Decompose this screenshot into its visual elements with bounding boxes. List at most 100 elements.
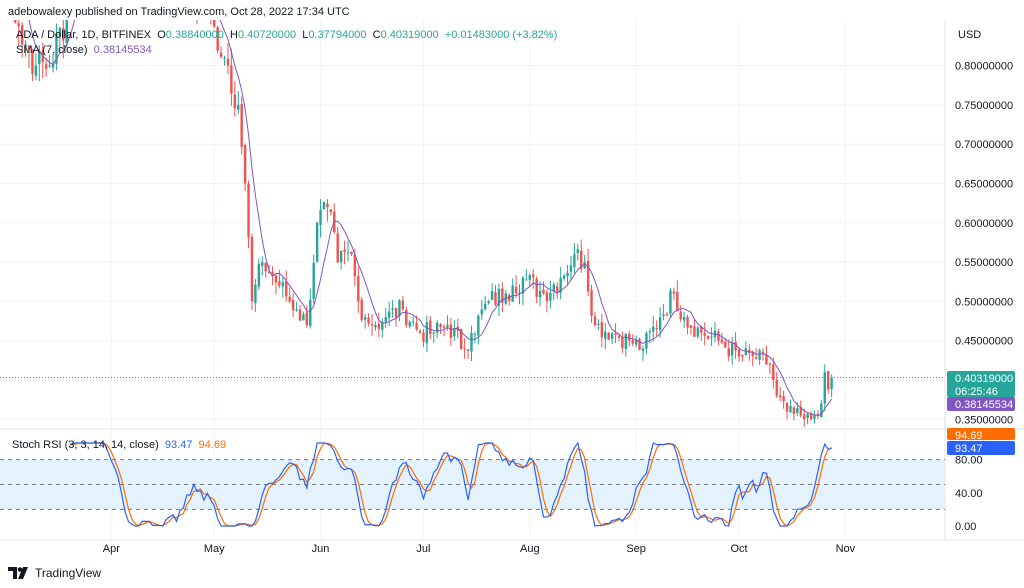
price-tick-label: 0.45000000 bbox=[955, 336, 1013, 348]
candle-body bbox=[700, 326, 703, 333]
candle-body bbox=[278, 281, 281, 286]
time-tick-label: Sep bbox=[626, 543, 646, 555]
candle-body bbox=[751, 352, 754, 357]
candle-body bbox=[665, 314, 669, 316]
candle-body bbox=[772, 364, 775, 381]
price-tick-label: 0.50000000 bbox=[955, 296, 1013, 308]
sma-value: 0.38145534 bbox=[93, 44, 152, 56]
candle-body bbox=[521, 277, 525, 294]
candle-body bbox=[634, 339, 638, 345]
candle-body bbox=[58, 27, 62, 37]
candle-body bbox=[658, 317, 662, 331]
time-tick-label: Nov bbox=[836, 543, 856, 555]
candle-body bbox=[415, 322, 418, 330]
price-tick-label: 0.35000000 bbox=[955, 414, 1013, 426]
candle-body bbox=[802, 414, 806, 420]
brand-name: TradingView bbox=[35, 566, 102, 580]
candle-body bbox=[672, 291, 676, 294]
tradingview-logo-icon bbox=[8, 567, 28, 579]
candle-body bbox=[230, 65, 233, 94]
candle-body bbox=[727, 348, 730, 357]
candle-body bbox=[624, 333, 628, 349]
currency-label: USD bbox=[958, 29, 981, 41]
candle-body bbox=[65, 20, 68, 44]
candle-body bbox=[799, 406, 802, 416]
candle-body bbox=[312, 262, 315, 299]
candle-body bbox=[607, 332, 610, 340]
candle-body bbox=[720, 339, 724, 343]
candle-body bbox=[641, 348, 645, 351]
candle-body bbox=[387, 311, 391, 318]
candle-body bbox=[748, 349, 751, 353]
candle-body bbox=[405, 309, 408, 326]
candle-body bbox=[281, 282, 285, 287]
candle-body bbox=[72, 0, 74, 1]
candle-body bbox=[621, 337, 624, 349]
candle-body bbox=[363, 317, 367, 320]
candle-body bbox=[552, 284, 555, 291]
high-label: H bbox=[230, 29, 238, 41]
candle-body bbox=[600, 322, 604, 338]
sma-label: SMA (7, close) bbox=[16, 44, 88, 56]
candle-body bbox=[706, 335, 710, 339]
candle-body bbox=[484, 303, 487, 310]
candle-body bbox=[586, 260, 590, 292]
sma-legend: SMA (7, close) 0.38145534 bbox=[16, 44, 152, 56]
tradingview-logo[interactable]: TradingView bbox=[8, 566, 101, 580]
time-tick-label: May bbox=[204, 543, 225, 555]
candle-body bbox=[237, 104, 240, 110]
price-tick-label: 0.70000000 bbox=[955, 139, 1013, 151]
candle-body bbox=[789, 406, 792, 413]
candle-body bbox=[346, 252, 350, 254]
candle-body bbox=[257, 263, 261, 287]
candle-body bbox=[27, 45, 31, 50]
price-tick-label: 0.60000000 bbox=[955, 218, 1013, 230]
candle-body bbox=[429, 320, 432, 334]
candle-body bbox=[48, 65, 51, 67]
candle-body bbox=[274, 275, 278, 283]
candle-body bbox=[528, 274, 531, 280]
candle-body bbox=[285, 281, 288, 297]
candle-body bbox=[610, 332, 614, 339]
candle-body bbox=[291, 300, 295, 311]
candle-body bbox=[514, 286, 518, 294]
candle-body bbox=[655, 328, 658, 330]
candle-body bbox=[693, 326, 696, 337]
candle-body bbox=[442, 326, 446, 328]
candle-body bbox=[401, 300, 405, 310]
candle-body bbox=[34, 65, 38, 76]
candle-body bbox=[638, 339, 641, 350]
last-price-badge-text: 06:25:46 bbox=[955, 386, 998, 398]
candle-body bbox=[463, 348, 466, 350]
candle-body bbox=[535, 278, 538, 297]
candle-body bbox=[628, 333, 631, 341]
candle-body bbox=[778, 395, 782, 398]
candle-body bbox=[446, 324, 449, 327]
candle-body bbox=[559, 277, 562, 293]
candle-body bbox=[593, 316, 597, 325]
candle-body bbox=[326, 203, 329, 208]
candle-body bbox=[261, 262, 264, 266]
stoch-k-value: 93.47 bbox=[164, 439, 193, 451]
candle-body bbox=[295, 309, 298, 311]
candle-body bbox=[203, 0, 205, 11]
stoch-label: Stoch RSI (3, 3, 14, 14, close) bbox=[12, 439, 159, 451]
time-tick-label: Oct bbox=[730, 543, 747, 555]
stoch-d-value: 94.69 bbox=[198, 439, 227, 451]
candle-body bbox=[199, 0, 201, 4]
candle-body bbox=[724, 341, 727, 348]
candle-body bbox=[806, 413, 809, 419]
candle-body bbox=[542, 289, 545, 294]
candle-body bbox=[662, 314, 665, 317]
candle-body bbox=[20, 25, 24, 45]
candle-body bbox=[288, 296, 291, 302]
rsi-tick-label: 0.00 bbox=[955, 521, 976, 533]
candle-body bbox=[604, 331, 607, 339]
candle-body bbox=[501, 288, 504, 304]
candle-body bbox=[62, 28, 65, 41]
candle-body bbox=[216, 27, 219, 51]
open-label: O bbox=[157, 29, 166, 41]
candle-body bbox=[480, 309, 483, 315]
candle-body bbox=[556, 286, 559, 292]
